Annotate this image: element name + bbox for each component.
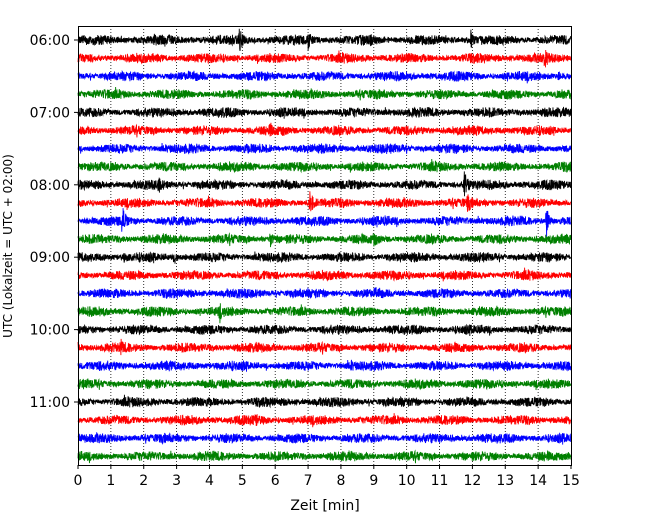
trace-line [77,70,572,84]
x-tick-label: 8 [336,473,345,489]
trace-line [77,359,572,372]
trace-line [77,159,572,174]
y-tick-label: 07:00 [30,105,70,121]
trace-line [77,122,572,138]
x-axis-ticks: 0 1 2 3 4 5 6 7 8 9 10 11 12 13 14 15 [74,465,580,489]
trace-line [77,191,572,212]
trace-line [77,171,572,197]
trace-line [77,208,572,237]
x-tick-label: 3 [172,473,181,489]
y-tick-label: 10:00 [30,323,70,339]
trace-line [77,251,572,264]
x-tick-label: 11 [431,473,449,489]
y-axis-ticks: 06:00 07:00 08:00 09:00 10:00 11:00 [30,33,78,411]
trace-line [77,86,572,101]
x-tick-label: 7 [304,473,313,489]
trace-line [77,267,572,282]
x-tick-label: 10 [398,473,416,489]
y-axis-label: UTC (Lokalzeit = UTC + 02:00) [1,154,15,338]
plot-frame [78,26,572,466]
x-axis-label: Zeit [min] [290,498,359,514]
trace-line [77,106,572,119]
x-tick-label: 15 [562,473,580,489]
trace-line [77,143,572,155]
x-tick-label: 13 [496,473,514,489]
trace-line [77,449,572,464]
trace-line [77,323,572,337]
x-tick-label: 0 [74,473,83,489]
y-tick-label: 08:00 [30,178,70,194]
x-tick-label: 5 [238,473,247,489]
trace-line [77,287,572,300]
x-tick-label: 4 [205,473,214,489]
trace-line [77,432,572,446]
trace-line [77,413,572,428]
trace-line [77,232,572,248]
trace-line [77,303,572,324]
trace-line [77,28,572,52]
y-tick-label: 09:00 [30,250,70,266]
trace-line [77,338,572,356]
x-tick-label: 2 [139,473,148,489]
x-tick-label: 6 [271,473,280,489]
x-tick-label: 9 [369,473,378,489]
trace-line [77,378,572,391]
x-tick-label: 12 [463,473,481,489]
seismic-traces [77,28,572,464]
y-tick-label: 11:00 [30,395,70,411]
x-tick-label: 1 [106,473,115,489]
x-tick-label: 14 [529,473,547,489]
trace-line [77,50,572,68]
y-tick-label: 06:00 [30,33,70,49]
vertical-grid [110,26,539,465]
trace-line [77,394,572,409]
